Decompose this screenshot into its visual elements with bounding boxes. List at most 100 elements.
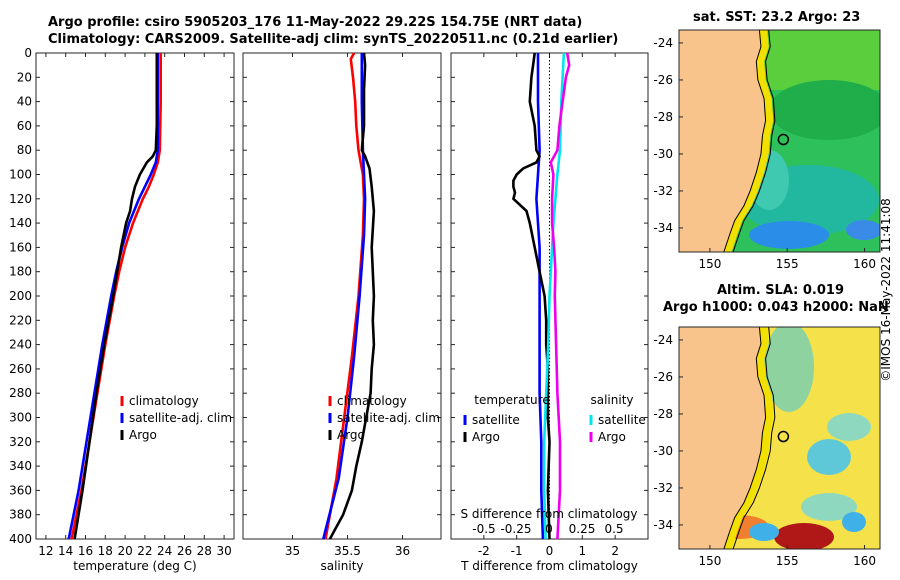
map-lon-label: 160: [853, 257, 876, 271]
legend-title-salinity: salinity: [590, 393, 633, 407]
legend-label: satellite-adj. clim: [129, 411, 232, 425]
y-tick-label: 400: [9, 532, 32, 546]
x-tick-label: 1: [579, 544, 587, 558]
y-tick-label: 380: [9, 508, 32, 522]
legend-label: Argo: [472, 430, 500, 444]
y-tick-label: 340: [9, 459, 32, 473]
map-lat-label: -34: [653, 518, 673, 532]
series-line-salinity-satellite: [542, 52, 566, 540]
y-tick-label: 280: [9, 386, 32, 400]
y-tick-label: 240: [9, 338, 32, 352]
salinity-diff-axis-label: S difference from climatology: [461, 507, 638, 521]
argo-float-marker: [777, 133, 790, 146]
series-line-argo: [73, 53, 159, 540]
y-tick-label: 200: [9, 289, 32, 303]
land-mass: [679, 30, 767, 252]
y-tick-label: 120: [9, 192, 32, 206]
legend-title-temperature: temperature: [474, 393, 549, 407]
map-lat-label: -24: [653, 333, 673, 347]
x-tick-label: 35: [285, 544, 300, 558]
x-tick-label: -1: [511, 544, 523, 558]
figure-title-line1: Argo profile: csiro 5905203_176 11-May-2…: [48, 15, 583, 30]
map-lat-label: -26: [653, 370, 673, 384]
temperature-panel-xlabel: temperature (deg C): [73, 559, 196, 573]
ocean-patch: [769, 80, 880, 140]
sla-low-patch: [827, 413, 871, 441]
legend-label: climatology: [129, 394, 199, 408]
legend-label: Argo: [129, 428, 157, 442]
y-tick-label: 40: [17, 95, 32, 109]
x-tick-label: 30: [216, 544, 231, 558]
argo-float-marker: [777, 430, 790, 443]
x-tick-label: 22: [137, 544, 152, 558]
legend-label: satellite: [598, 413, 646, 427]
map-lon-label: 160: [853, 554, 876, 568]
ocean-cold-patch: [846, 220, 880, 240]
x-tick-label: 24: [157, 544, 172, 558]
y-tick-label: 180: [9, 265, 32, 279]
y-tick-label: 100: [9, 168, 32, 182]
legend-label: Argo: [337, 428, 365, 442]
y-tick-label: 80: [17, 143, 32, 157]
map-lat-label: -30: [653, 444, 673, 458]
y-tick-label: 60: [17, 119, 32, 133]
map-lat-label: -28: [653, 407, 673, 421]
isobath-contour: [732, 30, 776, 252]
map-lat-label: -26: [653, 73, 673, 87]
x-tick-label: 18: [98, 544, 113, 558]
legend-label: satellite: [472, 413, 520, 427]
y-tick-label: 160: [9, 240, 32, 254]
salinity-panel-frame: [242, 52, 442, 540]
map-lat-label: -30: [653, 147, 673, 161]
salinity-panel-xlabel: salinity: [320, 559, 363, 573]
x-tick-label: 14: [58, 544, 73, 558]
sla-low-patch: [749, 523, 779, 541]
map-lat-label: -32: [653, 481, 673, 495]
sla-low-patch: [842, 512, 866, 532]
sla-low-patch: [807, 439, 851, 475]
land-mass: [679, 327, 767, 549]
y-tick-label: 320: [9, 435, 32, 449]
y-tick-label: 0: [24, 46, 32, 60]
map-lon-label: 150: [698, 257, 721, 271]
x-tick-label: 12: [38, 544, 53, 558]
sla-high-patch: [774, 523, 834, 549]
legend-label: Argo: [598, 430, 626, 444]
series-line-argo: [328, 52, 376, 540]
x-tick-label: 26: [177, 544, 192, 558]
y-tick-label: 360: [9, 483, 32, 497]
x-tick-label: 20: [117, 544, 132, 558]
difference-panel-xlabel: T difference from climatology: [460, 559, 638, 573]
legend-label: satellite-adj. clim: [337, 411, 440, 425]
sla-map-title: Altim. SLA: 0.019: [717, 283, 844, 298]
map-lat-label: -24: [653, 36, 673, 50]
sla-low-patch: [801, 493, 857, 521]
salinity-diff-tick-label: -0.25: [500, 522, 531, 536]
y-tick-label: 300: [9, 411, 32, 425]
salinity-diff-tick-label: 0: [545, 522, 553, 536]
x-tick-label: 0: [546, 544, 554, 558]
sst-map-frame: [678, 29, 881, 253]
y-tick-label: 140: [9, 216, 32, 230]
x-tick-label: 35.5: [334, 544, 361, 558]
x-tick-label: 16: [78, 544, 93, 558]
isobath-contour: [732, 327, 776, 549]
series-line-salinity-argo: [549, 52, 571, 540]
map-lon-label: 155: [776, 554, 799, 568]
sst-map-title: sat. SST: 23.2 Argo: 23: [693, 10, 861, 25]
legend-label: climatology: [337, 394, 407, 408]
map-lon-label: 150: [698, 554, 721, 568]
salinity-diff-tick-label: 0.5: [604, 522, 623, 536]
x-tick-label: -2: [478, 544, 490, 558]
salinity-diff-tick-label: -0.5: [472, 522, 495, 536]
salinity-diff-tick-label: 0.25: [569, 522, 596, 536]
map-lat-label: -28: [653, 110, 673, 124]
ocean-cold-patch: [749, 221, 829, 249]
sst-map: [678, 29, 881, 253]
series-line-satellite-adj-clim: [67, 53, 160, 540]
map-lon-label: 155: [776, 257, 799, 271]
y-tick-label: 220: [9, 313, 32, 327]
map-lat-label: -34: [653, 221, 673, 235]
